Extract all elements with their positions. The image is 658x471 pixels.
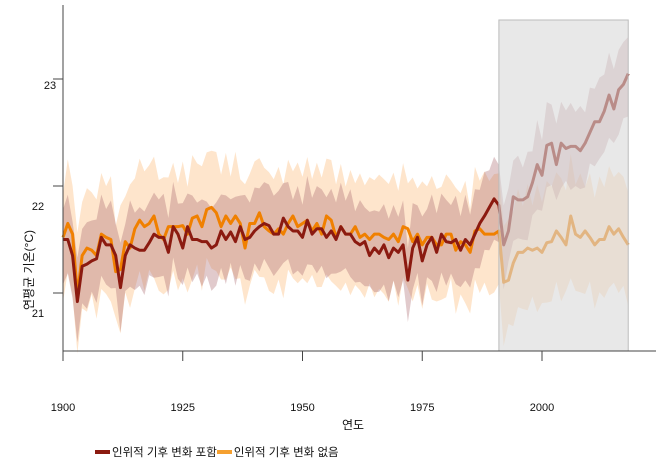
y-tick-label: 22 <box>32 201 44 213</box>
y-tick-label: 21 <box>32 308 44 320</box>
uncertainty-bands <box>63 37 629 354</box>
x-tick-label: 1925 <box>171 402 195 414</box>
legend-swatch <box>95 450 110 454</box>
legend-item-without-human-influence: 인위적 기후 변화 없음 <box>216 444 339 460</box>
legend-item-with-human-influence: 인위적 기후 변화 포함 <box>95 444 217 460</box>
y-axis-title: 연평균 기온(°C) <box>22 230 36 310</box>
y-ticks: 21 22 23 <box>32 78 63 320</box>
highlight-period-box <box>498 19 629 352</box>
y-tick-label: 23 <box>44 80 56 92</box>
chart: 1900 1925 1950 1975 2000 21 22 23 연도 연평균 기온(°C… <box>22 5 656 432</box>
uncertainty-band <box>63 37 629 343</box>
x-tick-label: 1975 <box>410 402 434 414</box>
x-tick-label: 2000 <box>530 402 554 414</box>
x-tick-label: 1900 <box>51 402 75 414</box>
x-axis-title: 연도 <box>342 418 364 432</box>
x-tick-label: 1950 <box>290 402 314 414</box>
legend-label: 인위적 기후 변화 없음 <box>233 447 339 459</box>
uncertainty-band <box>63 150 629 354</box>
legend-label: 인위적 기후 변화 포함 <box>112 447 217 459</box>
x-ticks: 1900 1925 1950 1975 2000 <box>51 351 554 414</box>
legend: 인위적 기후 변화 포함 인위적 기후 변화 없음 <box>95 444 339 460</box>
legend-swatch <box>216 450 232 454</box>
